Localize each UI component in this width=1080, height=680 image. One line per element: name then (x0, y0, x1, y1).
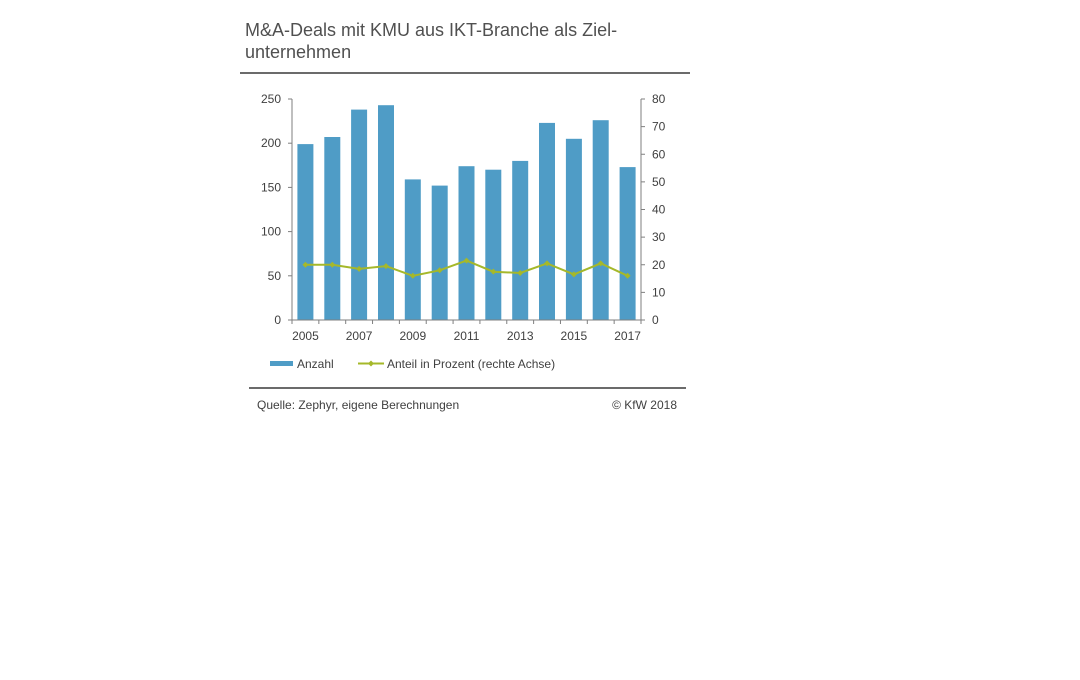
source-note: Quelle: Zephyr, eigene Berechnungen (257, 398, 460, 412)
legend-marker-anteil (368, 360, 374, 367)
bar-2007 (351, 109, 368, 320)
bar-2012 (485, 169, 502, 320)
point-anteil-2014 (544, 260, 551, 267)
left-tick-label: 0 (274, 313, 281, 327)
bottom-divider (249, 387, 686, 389)
point-anteil-2013 (517, 270, 524, 277)
bar-2010 (431, 185, 448, 320)
point-anteil-2017 (624, 272, 631, 279)
point-anteil-2016 (597, 260, 604, 267)
point-anteil-2012 (490, 268, 497, 275)
copyright-note: © KfW 2018 (612, 398, 677, 412)
legend: Anzahl Anteil in Prozent (rechte Achse) (270, 357, 555, 371)
point-anteil-2007 (356, 265, 363, 272)
point-anteil-2011 (463, 257, 470, 264)
right-tick-label: 50 (652, 175, 666, 189)
bars-layer (297, 105, 636, 321)
right-tick-label: 40 (652, 203, 666, 217)
x-tick-label: 2005 (292, 329, 319, 343)
x-tick-label: 2009 (399, 329, 426, 343)
point-anteil-2005 (302, 261, 309, 268)
right-tick-label: 60 (652, 147, 666, 161)
bar-2017 (619, 167, 636, 320)
x-tick-label: 2017 (614, 329, 641, 343)
x-tick-label: 2007 (346, 329, 373, 343)
right-tick-label: 80 (652, 92, 666, 106)
bar-2009 (404, 179, 421, 320)
bar-2013 (512, 160, 529, 320)
x-tick-label: 2011 (454, 329, 480, 343)
point-anteil-2009 (409, 272, 416, 279)
left-tick-label: 150 (261, 180, 281, 194)
bar-2008 (378, 105, 394, 320)
bar-2015 (565, 138, 582, 320)
bar-2014 (539, 122, 555, 321)
point-anteil-2015 (570, 271, 577, 278)
point-anteil-2006 (329, 261, 336, 268)
legend-label-anzahl: Anzahl (297, 357, 334, 371)
top-divider (240, 72, 690, 74)
bar-2011 (458, 166, 475, 320)
axes-layer: 0 50 100 150 200 250 0 10 20 30 40 50 60 70 80 2005 2007… (261, 92, 666, 343)
bar-2005 (297, 144, 314, 320)
left-tick-label: 100 (261, 225, 281, 239)
legend-label-anteil: Anteil in Prozent (rechte Achse) (387, 357, 555, 371)
right-tick-label: 70 (652, 120, 666, 134)
x-tick-label: 2015 (561, 329, 588, 343)
left-tick-label: 50 (268, 269, 282, 283)
chart-title: M&A-Deals mit KMU aus IKT-Branche als Zi… (245, 20, 618, 62)
bar-2016 (592, 120, 609, 320)
left-tick-label: 200 (261, 136, 281, 150)
point-anteil-2008 (382, 263, 389, 270)
legend-swatch-anzahl (270, 361, 293, 366)
x-tick-label: 2013 (507, 329, 534, 343)
combo-chart: 0 50 100 150 200 250 0 10 20 30 40 50 60 70 80 2005 2007… (261, 92, 666, 371)
left-tick-label: 250 (261, 92, 281, 106)
bar-2006 (324, 137, 341, 320)
line-layer (302, 257, 631, 279)
right-tick-label: 10 (652, 285, 666, 299)
point-anteil-2010 (436, 267, 443, 274)
right-tick-label: 0 (652, 313, 659, 327)
right-tick-label: 30 (652, 230, 666, 244)
right-tick-label: 20 (652, 258, 666, 272)
